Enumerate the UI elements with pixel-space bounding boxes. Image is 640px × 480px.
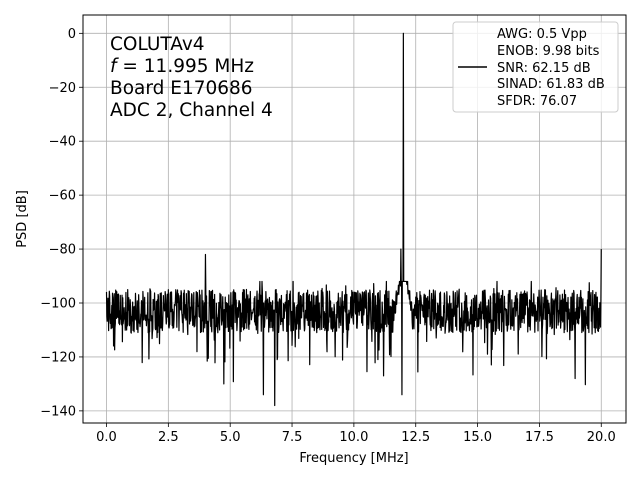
y-tick-label: −120: [40, 350, 76, 365]
legend-line-2: ENOB: 9.98 bits: [497, 44, 600, 59]
legend-line-4: SINAD: 61.83 dB: [497, 77, 605, 92]
annotation-line-1: COLUTAv4: [110, 34, 205, 55]
y-axis: 0 −20 −40 −60 −80 −100 −120 −140: [40, 27, 83, 419]
y-tick-label: −100: [40, 297, 76, 312]
x-axis: 0.0 2.5 5.0 7.5 10.0 12.5 15.0 17.5 20.0: [96, 423, 616, 445]
legend-line-5: SFDR: 76.07: [497, 94, 577, 109]
legend: AWG: 0.5 Vpp ENOB: 9.98 bits SNR: 62.15 …: [452, 21, 619, 113]
plot-frame: [82, 14, 627, 424]
x-tick-label: 0.0: [96, 430, 117, 445]
x-axis-label: Frequency [MHz]: [299, 451, 408, 466]
y-tick-label: −20: [49, 81, 76, 96]
x-tick-label: 15.0: [463, 430, 492, 445]
annotation-box: COLUTAv4 f = 11.995 MHz Board E170686 AD…: [110, 34, 273, 121]
y-axis-label: PSD [dB]: [15, 190, 30, 248]
y-tick-label: −60: [49, 189, 76, 204]
annotation-line-4: ADC 2, Channel 4: [110, 100, 273, 121]
x-tick-label: 5.0: [220, 430, 241, 445]
psd-trace: [105, 32, 602, 407]
x-tick-label: 12.5: [401, 430, 430, 445]
y-tick-label: −40: [49, 135, 76, 150]
legend-line-1: AWG: 0.5 Vpp: [497, 27, 587, 42]
x-tick-label: 20.0: [587, 430, 616, 445]
legend-box: [452, 21, 619, 113]
x-tick-label: 7.5: [282, 430, 303, 445]
annotation-line-3: Board E170686: [110, 78, 253, 99]
series-psd: [105, 32, 602, 407]
y-tick-label: 0: [68, 27, 76, 42]
y-tick-label: −80: [49, 243, 76, 258]
annotation-line-2-rest: = 11.995 MHz: [117, 56, 254, 77]
x-tick-label: 2.5: [158, 430, 179, 445]
annotation-line-2-var: f: [110, 56, 119, 77]
annotation-line-2: f = 11.995 MHz: [110, 56, 254, 77]
x-tick-label: 17.5: [525, 430, 554, 445]
y-tick-label: −140: [40, 404, 76, 419]
x-tick-label: 10.0: [339, 430, 368, 445]
legend-line-3: SNR: 62.15 dB: [497, 61, 591, 76]
